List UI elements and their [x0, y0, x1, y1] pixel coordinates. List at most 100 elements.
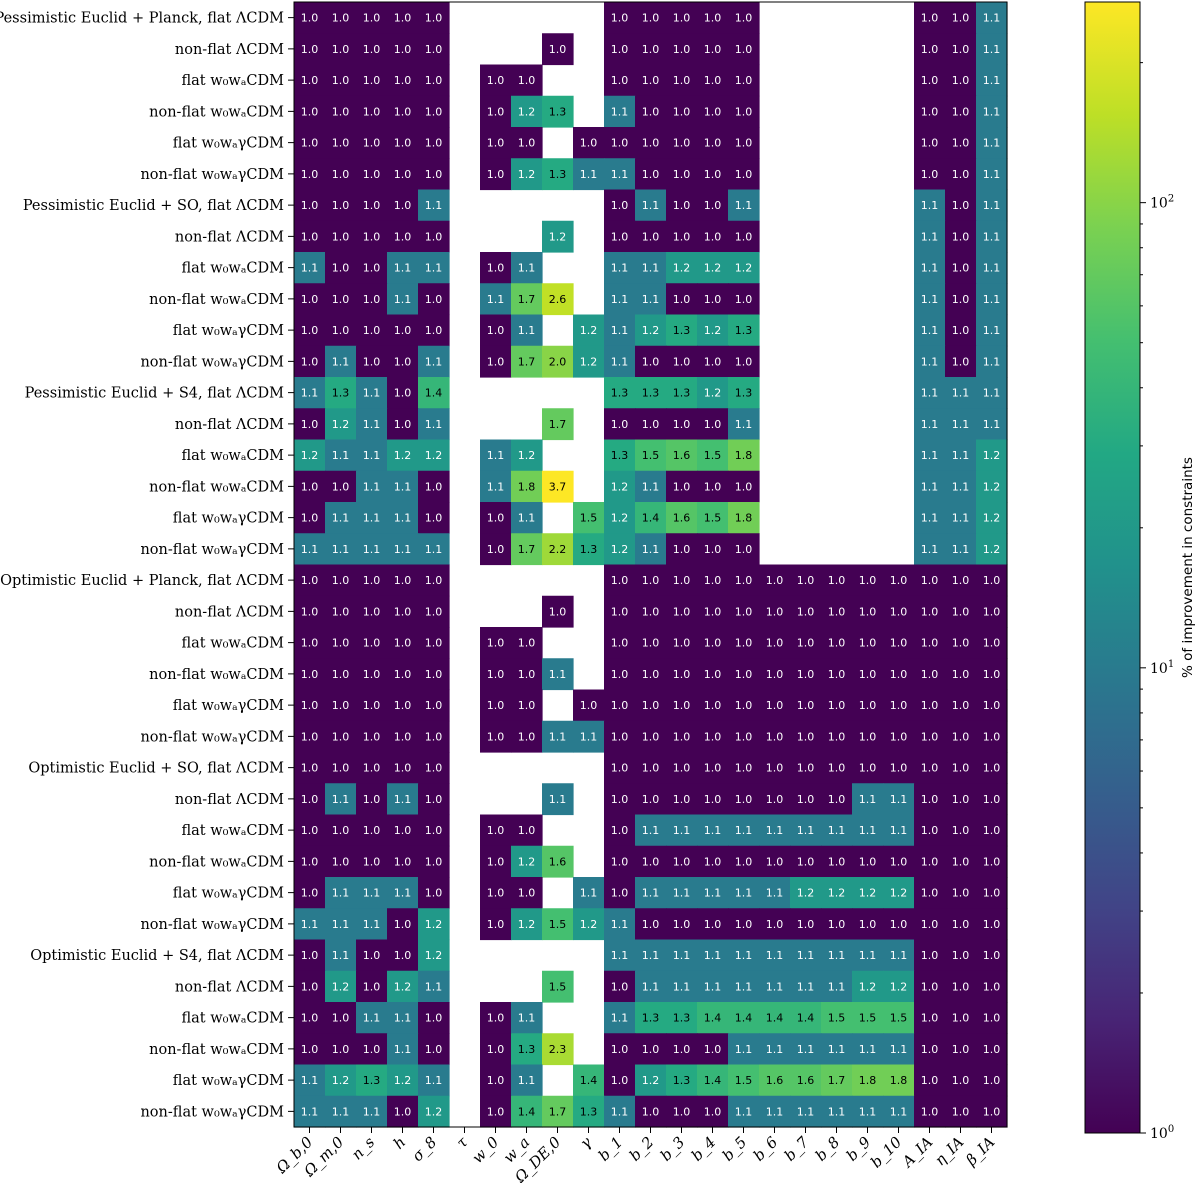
heatmap-cell: [666, 783, 698, 816]
heatmap-cell: [294, 127, 326, 159]
cell-value-label: 1.0: [301, 949, 319, 962]
cell-value-label: 1.0: [642, 605, 660, 618]
heatmap-cell: [294, 377, 326, 409]
heatmap-cell: [728, 564, 760, 597]
cell-value-label: 1.5: [580, 512, 598, 525]
heatmap-cell: [480, 283, 512, 316]
heatmap-cell: [666, 408, 698, 441]
cell-value-label: 1.1: [797, 1043, 815, 1056]
heatmap-cell: [418, 720, 450, 753]
heatmap-cell: [480, 1033, 512, 1066]
cell-value-label: 1.1: [921, 418, 939, 431]
heatmap-cell: [945, 814, 977, 847]
heatmap-cell: [945, 502, 977, 534]
heatmap-cell: [387, 252, 419, 284]
heatmap-cell: [356, 752, 388, 784]
heatmap-cell: [325, 1095, 357, 1128]
heatmap-cell: [573, 345, 605, 378]
cell-value-label: 1.2: [580, 355, 598, 368]
heatmap-cell: [635, 408, 667, 441]
heatmap-cell: [883, 939, 915, 972]
cell-value-label: 1.0: [363, 668, 381, 681]
row-label: non-flat w₀wₐγCDM: [140, 917, 284, 933]
cell-value-label: 1.1: [394, 262, 412, 275]
heatmap-cell: [790, 1033, 822, 1066]
heatmap-cell: [604, 502, 636, 534]
heatmap-cell: [945, 564, 977, 597]
row-label: flat w₀wₐγCDM: [173, 323, 284, 339]
cell-value-label: 1.0: [332, 293, 350, 306]
cell-value-label: 1.0: [952, 824, 970, 837]
heatmap-cell: [542, 33, 574, 66]
cell-value-label: 1.1: [332, 355, 350, 368]
cell-value-label: 1.0: [673, 793, 691, 806]
cell-value-label: 1.0: [704, 1043, 722, 1056]
heatmap-cell: [387, 314, 419, 347]
heatmap-cell: [976, 783, 1008, 816]
column-label: b_4: [688, 1133, 720, 1165]
heatmap-cell: [604, 283, 636, 316]
heatmap-cell: [604, 627, 636, 659]
heatmap-cell: [418, 33, 450, 66]
heatmap-frame: [293, 1, 1008, 1128]
heatmap-cell: [511, 533, 543, 566]
heatmap-cell: [325, 970, 357, 1003]
cell-value-label: 1.6: [766, 1074, 784, 1087]
cell-value-label: 1.0: [301, 762, 319, 775]
cell-value-label: 1.0: [673, 574, 691, 587]
heatmap-cell: [294, 752, 326, 784]
cell-value-label: 1.0: [394, 230, 412, 243]
cell-value-label: 1.1: [332, 512, 350, 525]
heatmap-cell: [387, 877, 419, 909]
heatmap-cell: [728, 720, 760, 753]
cell-value-label: 1.0: [673, 230, 691, 243]
cell-value-label: 1.0: [332, 12, 350, 25]
heatmap-cell: [387, 939, 419, 972]
heatmap-cell: [387, 502, 419, 534]
colorbar-ticks: 100 101 102: [1140, 62, 1174, 1142]
heatmap-cell: [635, 533, 667, 566]
heatmap-cell: [914, 658, 946, 691]
heatmap-cell: [542, 1095, 574, 1128]
heatmap-cell: [542, 408, 574, 441]
cell-value-label: 1.0: [859, 668, 877, 681]
cell-value-label: 1.0: [952, 74, 970, 87]
cell-value-label: 1.0: [890, 637, 908, 650]
heatmap-cell: [790, 720, 822, 753]
cell-value-label: 1.0: [921, 668, 939, 681]
cell-value-label: 1.0: [394, 199, 412, 212]
cell-value-label: 1.0: [301, 824, 319, 837]
heatmap-cell: [294, 283, 326, 316]
cell-value-label: 1.1: [921, 355, 939, 368]
cell-value-label: 1.0: [301, 1043, 319, 1056]
cell-value-label: 1.1: [735, 949, 753, 962]
heatmap-cell: [294, 814, 326, 847]
cell-value-label: 1.2: [394, 449, 412, 462]
heatmap-cell: [914, 1033, 946, 1066]
heatmap-cell: [945, 189, 977, 222]
cell-value-label: 1.1: [394, 543, 412, 556]
heatmap-cell: [325, 470, 357, 503]
heatmap-cell: [697, 752, 729, 784]
heatmap-cell: [883, 1033, 915, 1066]
heatmap-cell: [356, 627, 388, 659]
heatmap-cell: [325, 33, 357, 66]
column-label: h: [390, 1133, 410, 1153]
heatmap-cell: [697, 158, 729, 191]
cell-value-label: 1.0: [301, 43, 319, 56]
cell-value-label: 1.0: [425, 74, 443, 87]
heatmap-cell: [852, 845, 884, 878]
cell-value-label: 1.0: [363, 699, 381, 712]
row-label: flat w₀wₐCDM: [181, 1011, 284, 1027]
heatmap-cell: [697, 877, 729, 909]
cell-value-label: 1.1: [859, 793, 877, 806]
heatmap-cell: [976, 658, 1008, 691]
cell-value-label: 1.2: [518, 855, 536, 868]
cell-value-label: 1.0: [425, 1012, 443, 1025]
heatmap-cell: [914, 64, 946, 97]
heatmap-cell: [976, 158, 1008, 191]
heatmap-cell: [356, 189, 388, 222]
colorbar-gradient: [1084, 1, 1141, 1134]
cell-value-label: 1.1: [673, 887, 691, 900]
heatmap-cell: [356, 377, 388, 409]
